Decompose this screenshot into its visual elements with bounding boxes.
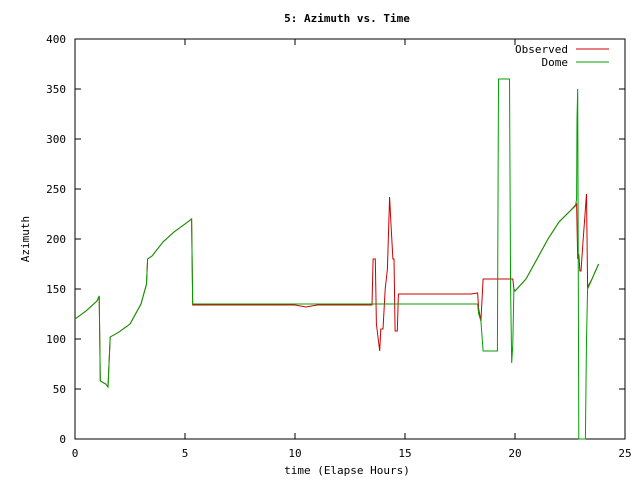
series-line-dome [74, 78, 600, 440]
series-group [74, 78, 600, 440]
legend-label-dome: Dome [542, 56, 569, 69]
y-tick-label: 400 [46, 33, 66, 46]
y-tick-label: 350 [46, 83, 66, 96]
x-tick-label: 10 [288, 447, 301, 460]
y-axis-ticks: 0 50 100 150 200 250 300 350 400 [46, 33, 625, 446]
series-line-observed [74, 193, 600, 389]
y-tick-label: 300 [46, 133, 66, 146]
legend-label-observed: Observed [515, 43, 568, 56]
y-tick-label: 0 [59, 433, 66, 446]
x-tick-label: 15 [398, 447, 411, 460]
chart-title: 5: Azimuth vs. Time [284, 12, 410, 25]
x-tick-label: 5 [182, 447, 189, 460]
y-axis-label: Azimuth [19, 216, 32, 262]
x-tick-label: 25 [618, 447, 631, 460]
y-tick-label: 250 [46, 183, 66, 196]
x-axis-ticks: 0 5 10 15 20 25 [72, 39, 632, 460]
y-tick-label: 100 [46, 333, 66, 346]
y-tick-label: 50 [53, 383, 66, 396]
x-tick-label: 0 [72, 447, 79, 460]
y-tick-label: 200 [46, 233, 66, 246]
plot-frame [74, 38, 626, 440]
x-axis-label: time (Elapse Hours) [284, 464, 410, 477]
y-tick-label: 150 [46, 283, 66, 296]
x-tick-label: 20 [508, 447, 521, 460]
